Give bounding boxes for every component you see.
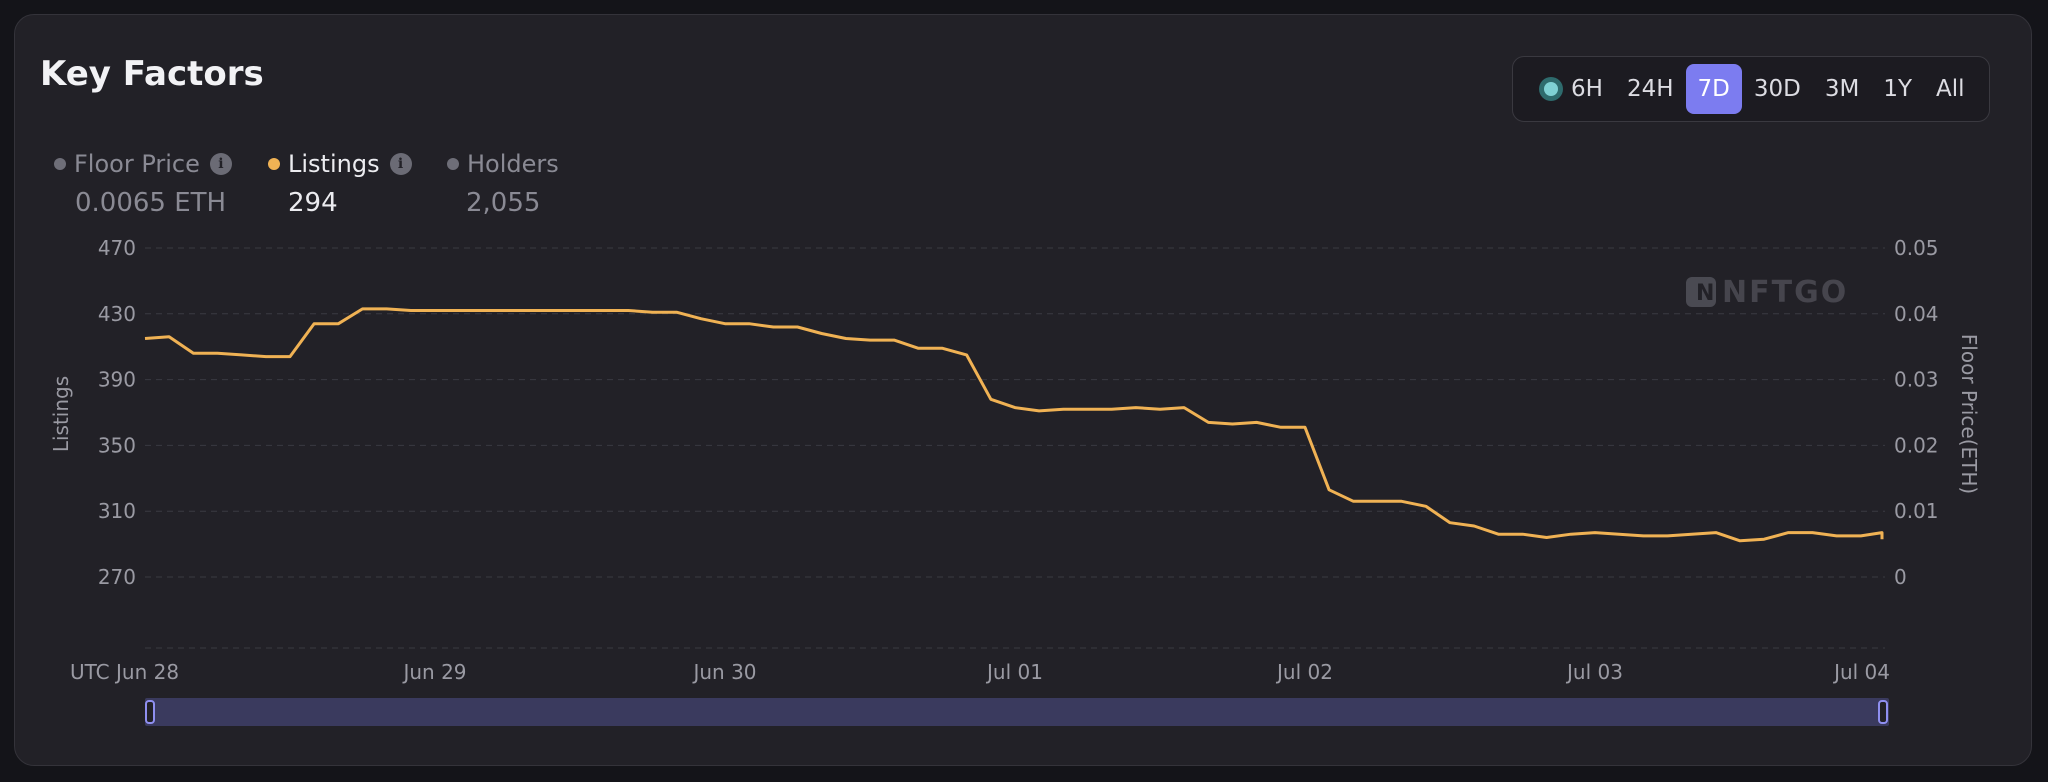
legend-listings-label: Listings: [288, 150, 380, 178]
legend-holders-label: Holders: [467, 150, 559, 178]
legend-floor-price-label: Floor Price: [74, 150, 200, 178]
floor-price-dot: [54, 158, 66, 170]
zoom-slider-left-handle[interactable]: [145, 700, 155, 724]
range-30d-button[interactable]: 30D: [1753, 76, 1801, 102]
range-3m-button[interactable]: 3M: [1824, 76, 1860, 102]
holders-dot: [447, 158, 459, 170]
range-7d-button[interactable]: 7D: [1685, 64, 1742, 114]
holders-value: 2,055: [466, 188, 541, 218]
listings-dot: [268, 158, 280, 170]
zoom-slider-track[interactable]: [145, 698, 1889, 726]
legend-holders[interactable]: Holders: [447, 150, 559, 178]
range-1y-button[interactable]: 1Y: [1883, 76, 1912, 102]
range-24h-button[interactable]: 24H: [1626, 76, 1674, 102]
card-title: Key Factors: [40, 54, 264, 94]
range-6h-button[interactable]: 6H: [1527, 64, 1615, 114]
time-range-selector: 6H 24H 7D 30D 3M 1Y All: [1512, 56, 1990, 122]
key-factors-card: [14, 14, 2032, 766]
zoom-slider-right-handle[interactable]: [1878, 700, 1888, 724]
legend-floor-price[interactable]: Floor Price i: [54, 150, 232, 178]
legend-listings[interactable]: Listings i: [268, 150, 412, 178]
info-icon[interactable]: i: [389, 153, 412, 175]
range-all-button[interactable]: All: [1936, 76, 1965, 102]
listings-value: 294: [288, 188, 338, 218]
live-indicator-icon: [1539, 77, 1563, 101]
info-icon[interactable]: i: [209, 153, 232, 175]
range-label: 6H: [1571, 76, 1603, 102]
floor-price-value: 0.0065 ETH: [75, 188, 227, 218]
